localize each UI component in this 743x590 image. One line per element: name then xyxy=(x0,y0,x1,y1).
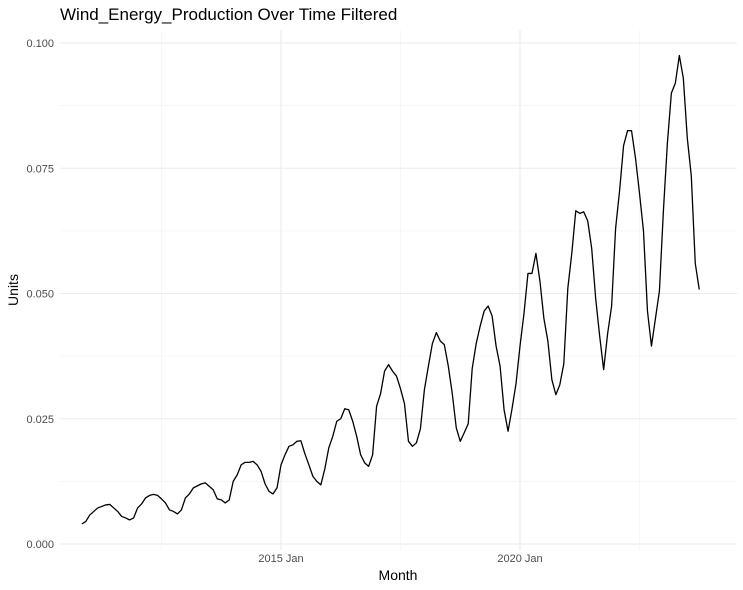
y-axis-ticks: 0.000 0.025 0.050 0.075 0.100 xyxy=(26,38,54,551)
y-tick-label: 0.075 xyxy=(26,163,54,175)
series-layer xyxy=(81,54,700,525)
y-tick-label: 0.025 xyxy=(26,414,54,426)
grid xyxy=(60,30,737,550)
y-tick-label: 0.100 xyxy=(26,38,54,50)
y-tick-label: 0.050 xyxy=(26,289,54,301)
y-tick-label: 0.000 xyxy=(26,539,54,551)
series-line xyxy=(81,54,700,525)
x-tick-label: 2020 Jan xyxy=(497,553,542,565)
chart-title: Wind_Energy_Production Over Time Filtere… xyxy=(60,5,397,24)
x-axis-title: Month xyxy=(379,567,418,583)
y-axis-title: Units xyxy=(5,274,21,306)
x-axis-ticks: 2015 Jan 2020 Jan xyxy=(258,553,542,565)
x-tick-label: 2015 Jan xyxy=(258,553,303,565)
